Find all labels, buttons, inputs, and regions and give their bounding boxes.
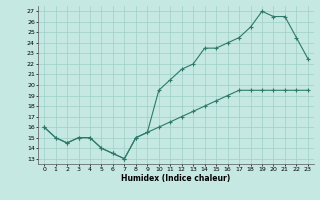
X-axis label: Humidex (Indice chaleur): Humidex (Indice chaleur) [121, 174, 231, 183]
